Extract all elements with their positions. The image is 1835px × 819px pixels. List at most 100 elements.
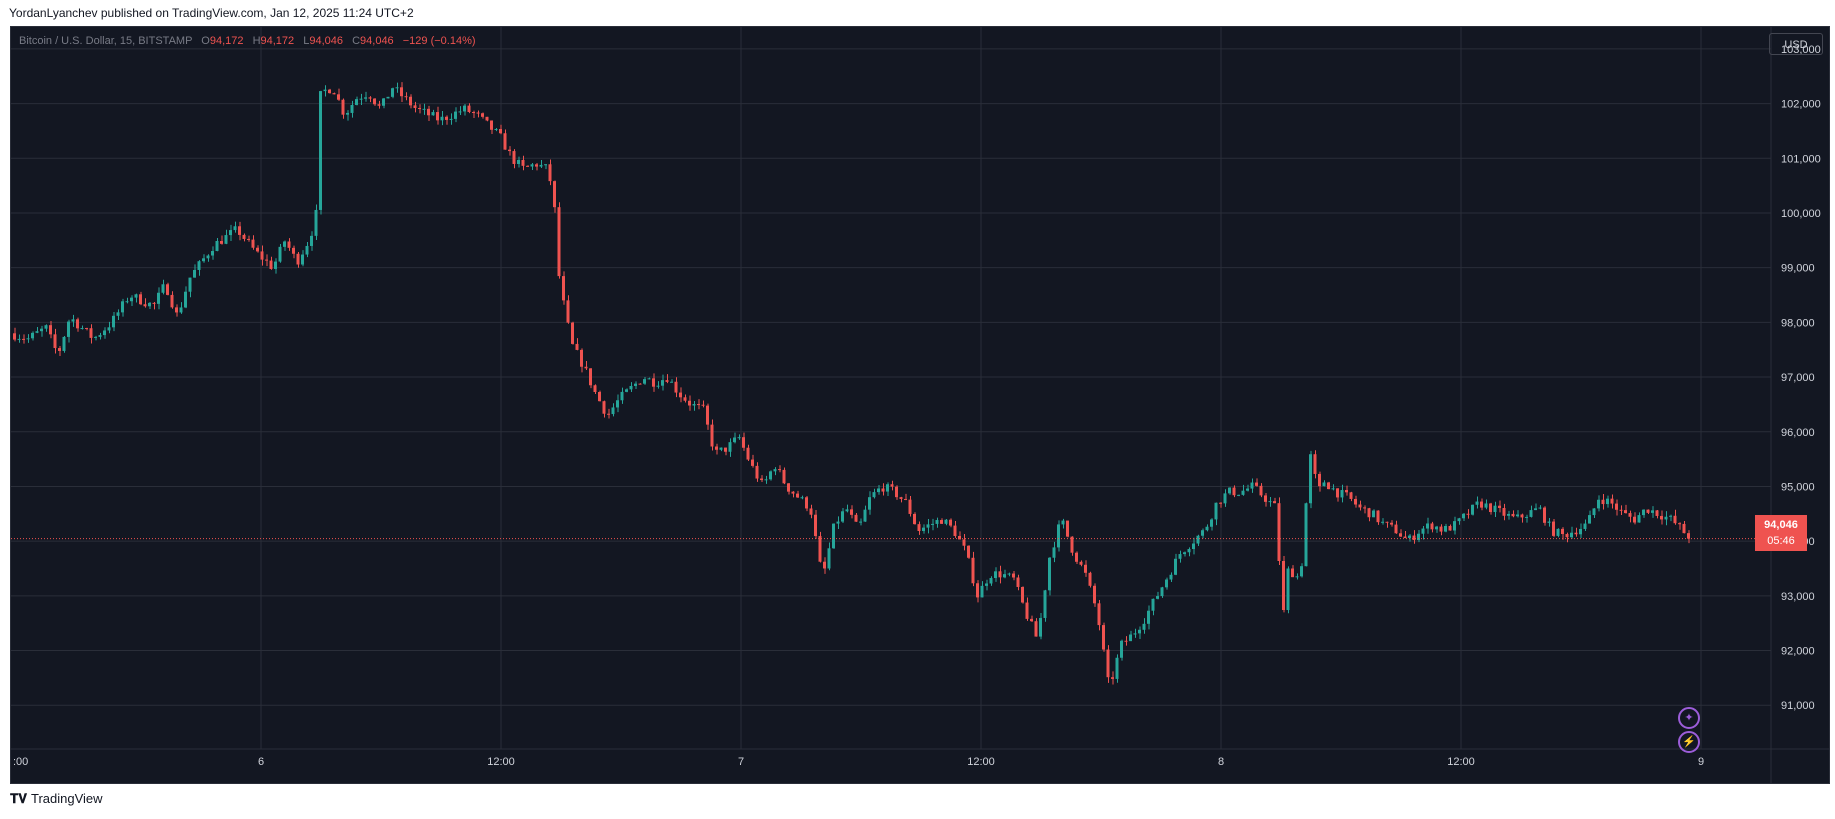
candle-body — [1057, 524, 1060, 548]
y-tick-label: 97,000 — [1781, 372, 1815, 384]
candle-body — [872, 492, 876, 498]
candle-body — [373, 98, 376, 105]
candle-body — [1597, 499, 1600, 509]
candle-body — [1327, 482, 1330, 490]
candle-body — [976, 583, 979, 598]
candle-body — [818, 536, 822, 562]
tradingview-logo-icon[interactable]: 𝐓𝐕 — [10, 791, 27, 806]
y-tick-label: 91,000 — [1781, 700, 1815, 712]
candle-body — [814, 514, 817, 537]
candle-body — [841, 511, 844, 522]
candle-body — [305, 245, 309, 255]
candle-body — [386, 96, 390, 99]
candle-body — [499, 128, 502, 134]
candle-body — [1295, 576, 1299, 578]
candle-body — [1592, 508, 1596, 516]
candle-body — [944, 519, 948, 524]
candle-body — [733, 437, 736, 443]
candle-body — [35, 331, 39, 333]
last-price-label: 94,046 05:46 — [1755, 515, 1807, 551]
candle-body — [719, 447, 723, 450]
candle-body — [1142, 623, 1146, 630]
candle-body — [553, 181, 556, 208]
candle-body — [1286, 568, 1290, 611]
candle-body — [436, 112, 439, 121]
candle-body — [116, 312, 120, 316]
candle-body — [769, 471, 772, 480]
candle-body — [953, 525, 957, 536]
candle-body — [1570, 532, 1573, 538]
candle-body — [1507, 513, 1510, 516]
candle-body — [1511, 513, 1515, 517]
candle-body — [80, 328, 84, 330]
candle-body — [949, 519, 952, 526]
candle-body — [44, 325, 48, 329]
candle-body — [778, 469, 781, 471]
candle-body — [1619, 509, 1623, 511]
candle-body — [881, 488, 885, 492]
add-alert-icon[interactable]: ✦ — [1678, 707, 1700, 729]
x-tick-label: 12:00 — [1447, 756, 1475, 768]
candle-body — [1183, 552, 1186, 555]
candle-body — [485, 116, 489, 121]
candle-body — [215, 240, 219, 252]
lightning-icon[interactable]: ⚡ — [1678, 731, 1700, 753]
low-label: L — [303, 35, 310, 47]
chart-area[interactable]: 91,00092,00093,00094,00095,00096,00097,0… — [10, 26, 1830, 784]
candlestick-chart[interactable]: 91,00092,00093,00094,00095,00096,00097,0… — [11, 27, 1829, 783]
candle-body — [629, 385, 633, 390]
candle-body — [787, 483, 790, 492]
y-tick-label: 103,000 — [1781, 44, 1821, 56]
candle-body — [112, 315, 115, 328]
candle-body — [1138, 629, 1141, 634]
candle-body — [895, 486, 898, 498]
candle-body — [1228, 487, 1231, 494]
candle-body — [526, 165, 529, 167]
candle-body — [863, 509, 867, 522]
candle-body — [1205, 526, 1209, 531]
candle-body — [1070, 536, 1074, 553]
candle-body — [1358, 504, 1362, 508]
candle-body — [1048, 557, 1051, 591]
candle-body — [1214, 502, 1218, 520]
candle-body — [269, 260, 273, 269]
candle-body — [575, 343, 579, 350]
candle-body — [1336, 488, 1339, 498]
candle-body — [1435, 526, 1438, 530]
candle-body — [935, 520, 939, 524]
x-tick-label: :00 — [13, 756, 28, 768]
candle-body — [1642, 509, 1645, 516]
candle-body — [404, 96, 408, 98]
candle-body — [512, 151, 516, 164]
close-value: 94,046 — [360, 35, 394, 47]
candle-body — [647, 378, 651, 380]
candle-body — [517, 159, 520, 164]
candle-body — [1282, 560, 1285, 611]
candle-body — [256, 247, 259, 252]
x-tick-label: 8 — [1218, 756, 1224, 768]
candle-body — [566, 300, 570, 323]
candle-body — [1633, 516, 1636, 523]
candle-body — [1601, 499, 1605, 505]
symbol-description[interactable]: Bitcoin / U.S. Dollar, 15, BITSTAMP — [19, 35, 193, 47]
candle-body — [922, 527, 925, 532]
candle-body — [1124, 640, 1128, 642]
candle-body — [166, 284, 169, 295]
candle-body — [1457, 518, 1461, 522]
candle-body — [1129, 634, 1132, 642]
candle-body — [350, 104, 354, 113]
candle-body — [994, 571, 997, 579]
candle-body — [1385, 521, 1389, 523]
candle-body — [913, 513, 916, 525]
candle-body — [1516, 514, 1519, 517]
publish-info: YordanLyanchev published on TradingView.… — [9, 6, 414, 20]
candle-body — [103, 330, 106, 336]
open-label: O — [201, 35, 210, 47]
candle-body — [832, 523, 835, 549]
y-tick-label: 95,000 — [1781, 481, 1815, 493]
candle-body — [1277, 503, 1281, 561]
candle-body — [958, 535, 961, 540]
candle-body — [1003, 574, 1006, 578]
currency-button[interactable]: USD — [1769, 33, 1823, 55]
footer-brand[interactable]: TradingView — [31, 791, 103, 806]
